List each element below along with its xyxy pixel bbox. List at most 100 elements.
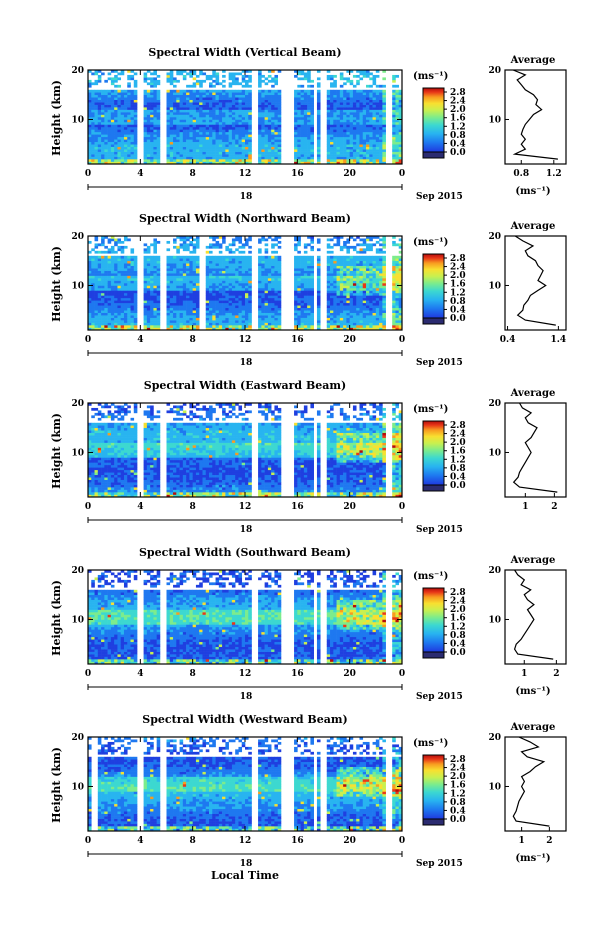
heatmap-cell [166, 258, 171, 262]
heatmap-cell [352, 263, 357, 266]
heatmap-cell [133, 117, 138, 120]
heatmap-cell [189, 260, 193, 264]
heatmap-cell [173, 270, 177, 274]
heatmap-cell [307, 302, 311, 306]
heatmap-cell [303, 250, 308, 254]
heatmap-cell [169, 146, 174, 150]
heatmap-cell [120, 275, 125, 279]
heatmap-cell [238, 144, 243, 147]
heatmap-cell [245, 92, 249, 96]
heatmap-cell [228, 312, 233, 316]
heatmap-cell [267, 159, 272, 162]
heatmap-cell [245, 134, 249, 138]
heatmap-cell [133, 300, 138, 304]
heatmap-cell [336, 258, 341, 262]
heatmap-cell [398, 151, 403, 155]
heatmap-cell [235, 154, 239, 157]
heatmap-cell [330, 74, 334, 78]
heatmap-cell [303, 139, 308, 143]
heatmap-cell [130, 99, 135, 103]
heatmap-cell [245, 327, 249, 331]
heatmap-cell [153, 317, 157, 321]
heatmap-cell [130, 94, 135, 98]
heatmap-cell [202, 161, 207, 165]
heatmap-cell [264, 263, 269, 266]
heatmap-cell [97, 285, 102, 289]
heatmap-cell [238, 250, 243, 254]
heatmap-cell [375, 129, 380, 133]
heatmap-cell [212, 112, 216, 115]
heatmap-cell [218, 265, 223, 269]
heatmap-cell [173, 92, 177, 96]
heatmap-cell [398, 94, 403, 98]
heatmap-cell [297, 260, 301, 264]
heatmap-cell [336, 287, 341, 291]
heatmap-cell [166, 119, 171, 123]
heatmap-cell [143, 139, 148, 143]
heatmap-cell [333, 297, 337, 301]
heatmap-cell [222, 287, 226, 291]
heatmap-cell [176, 322, 180, 326]
heatmap-cell [297, 144, 301, 147]
heatmap-cell [114, 240, 118, 244]
heatmap-cell [107, 117, 112, 120]
heatmap-cell [392, 156, 396, 160]
heatmap-cell [382, 149, 386, 152]
heatmap-cell [372, 102, 377, 105]
heatmap-cell [356, 131, 360, 135]
heatmap-cell [173, 129, 177, 133]
heatmap-cell [212, 99, 216, 103]
heatmap-cell [101, 146, 105, 150]
heatmap-cell [264, 114, 269, 118]
heatmap-cell [225, 149, 229, 152]
heatmap-cell [97, 273, 102, 276]
heatmap-cell [366, 72, 370, 76]
heatmap-cell [143, 248, 148, 252]
heatmap-cell [107, 107, 112, 110]
heatmap-cell [209, 89, 213, 93]
heatmap-cell [359, 136, 364, 140]
heatmap-cell [395, 74, 400, 78]
heatmap-cell [333, 107, 337, 110]
date-label: Sep 2015 [416, 192, 463, 202]
heatmap-cell [143, 307, 148, 311]
heatmap-cell [120, 146, 125, 150]
heatmap-cell [343, 119, 347, 123]
heatmap-cell [114, 238, 118, 242]
heatmap-cell [192, 129, 197, 133]
heatmap-cell [104, 154, 108, 157]
heatmap-cell [91, 255, 95, 259]
heatmap-cell [130, 317, 135, 321]
heatmap-cell [238, 320, 243, 323]
heatmap-cell [300, 300, 305, 304]
heatmap-cell [316, 258, 321, 262]
heatmap-cell [248, 238, 252, 242]
heatmap-cell [372, 104, 377, 108]
heatmap-cell [231, 305, 236, 309]
heatmap-cell [91, 154, 95, 157]
heatmap-cell [97, 117, 102, 120]
heatmap-cell [349, 285, 354, 289]
heatmap-cell [277, 114, 282, 118]
heatmap-cell [94, 107, 99, 110]
heatmap-cell [222, 285, 226, 289]
heatmap-cell [123, 89, 128, 93]
heatmap-cell [215, 260, 220, 264]
heatmap-cell [189, 146, 193, 150]
heatmap-cell [88, 104, 92, 108]
heatmap-cell [267, 146, 272, 150]
heatmap-cell [110, 292, 115, 296]
heatmap-cell [245, 126, 249, 130]
heatmap-cell [143, 156, 148, 160]
heatmap-cell [189, 275, 193, 279]
heatmap-cell [300, 285, 305, 289]
heatmap-cell [222, 124, 226, 128]
heatmap-cell [123, 146, 128, 150]
heatmap-cell [120, 260, 125, 264]
heatmap-cell [225, 315, 229, 318]
heatmap-cell [150, 82, 154, 86]
heatmap-cell [169, 82, 174, 86]
heatmap-cell [192, 255, 197, 259]
heatmap-cell [333, 126, 337, 130]
heatmap-cell [222, 280, 226, 284]
